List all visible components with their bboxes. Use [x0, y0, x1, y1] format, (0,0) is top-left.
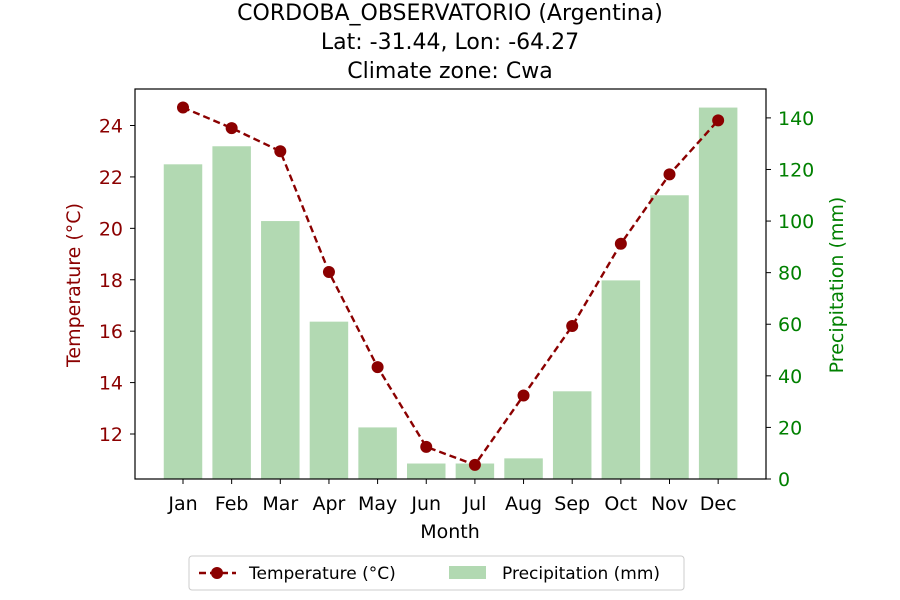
legend-temperature-marker	[211, 567, 223, 579]
right-tick-label-80: 80	[778, 263, 802, 285]
right-tick-label-40: 40	[778, 366, 802, 388]
x-tick-label-jul: Jul	[462, 493, 486, 515]
precip-bar-jul	[455, 463, 495, 479]
plot-area-frame	[134, 88, 767, 480]
temperature-point-may	[371, 361, 384, 374]
temperature-point-mar	[274, 145, 287, 158]
precip-bar-jan	[163, 164, 203, 480]
left-axis-ticks: 12 14 16 18 20 22 24	[99, 116, 135, 446]
right-tick-label-0: 0	[778, 469, 790, 491]
left-tick-label-20: 20	[99, 218, 123, 240]
left-tick-label-18: 18	[99, 270, 123, 292]
chart-title: CORDOBA_OBSERVATORIO (Argentina) Lat: -3…	[237, 1, 663, 84]
left-axis-label: Temperature (°C)	[63, 203, 85, 368]
temperature-point-jul	[468, 458, 481, 471]
left-tick-label-24: 24	[99, 116, 123, 138]
precip-bar-feb	[212, 146, 251, 479]
right-tick-label-140: 140	[778, 108, 814, 130]
x-tick-label-may: May	[358, 493, 397, 515]
precip-bar-aug	[504, 458, 543, 479]
left-tick-label-12: 12	[99, 424, 123, 446]
legend-precipitation-swatch	[449, 566, 486, 579]
temperature-point-feb	[225, 122, 238, 135]
temperature-point-jan	[177, 101, 189, 114]
right-axis-label: Precipitation (mm)	[826, 197, 848, 374]
x-tick-label-mar: Mar	[262, 493, 298, 515]
precip-bar-nov	[650, 195, 689, 479]
temperature-point-dec	[712, 114, 725, 127]
precip-bar-mar	[261, 221, 300, 480]
temperature-point-apr	[322, 266, 335, 279]
legend: Temperature (°C) Precipitation (mm)	[188, 555, 685, 591]
temperature-point-oct	[614, 237, 627, 250]
x-tick-label-dec: Dec	[700, 493, 737, 515]
right-tick-label-100: 100	[778, 211, 814, 233]
right-tick-label-120: 120	[778, 159, 814, 181]
temperature-path	[182, 106, 720, 467]
title-line-1: CORDOBA_OBSERVATORIO (Argentina)	[237, 1, 663, 26]
temperature-point-jun	[420, 440, 433, 453]
precipitation-bars	[163, 107, 738, 480]
title-line-2: Lat: -31.44, Lon: -64.27	[321, 30, 579, 55]
x-axis-label: Month	[420, 521, 480, 543]
precip-bar-may	[358, 427, 397, 479]
temperature-point-nov	[663, 168, 676, 181]
precip-bar-oct	[601, 280, 641, 479]
legend-temperature-label: Temperature (°C)	[248, 564, 396, 584]
x-axis-ticks: Jan Feb Mar Apr May Jun Jul Aug Sep Oct Nov Dec	[167, 479, 737, 515]
temperature-point-aug	[517, 389, 530, 402]
left-tick-label-16: 16	[99, 321, 123, 343]
right-axis-ticks: 0 20 40 60 80 100 120 140	[766, 108, 814, 491]
legend-box	[188, 555, 685, 591]
x-tick-label-nov: Nov	[651, 493, 688, 515]
x-tick-label-apr: Apr	[313, 493, 346, 515]
precip-bar-dec	[698, 107, 738, 480]
temperature-point-sep	[566, 320, 579, 333]
title-line-3: Climate zone: Cwa	[347, 59, 552, 84]
legend-item-temperature: Temperature (°C)	[199, 564, 396, 584]
precip-bar-sep	[552, 391, 592, 479]
precip-bar-apr	[309, 321, 349, 479]
x-tick-label-aug: Aug	[505, 493, 542, 515]
x-tick-label-jun: Jun	[410, 493, 441, 515]
x-tick-label-jan: Jan	[167, 493, 197, 515]
temperature-line	[177, 101, 725, 471]
legend-item-precipitation: Precipitation (mm)	[449, 564, 660, 584]
x-tick-label-oct: Oct	[604, 493, 637, 515]
right-tick-label-20: 20	[778, 417, 802, 439]
x-tick-label-sep: Sep	[554, 493, 590, 515]
precip-bar-jun	[407, 463, 446, 479]
left-tick-label-14: 14	[99, 373, 123, 395]
legend-precipitation-label: Precipitation (mm)	[502, 564, 660, 584]
right-tick-label-60: 60	[778, 314, 802, 336]
x-tick-label-feb: Feb	[215, 493, 249, 515]
left-tick-label-22: 22	[99, 167, 123, 189]
